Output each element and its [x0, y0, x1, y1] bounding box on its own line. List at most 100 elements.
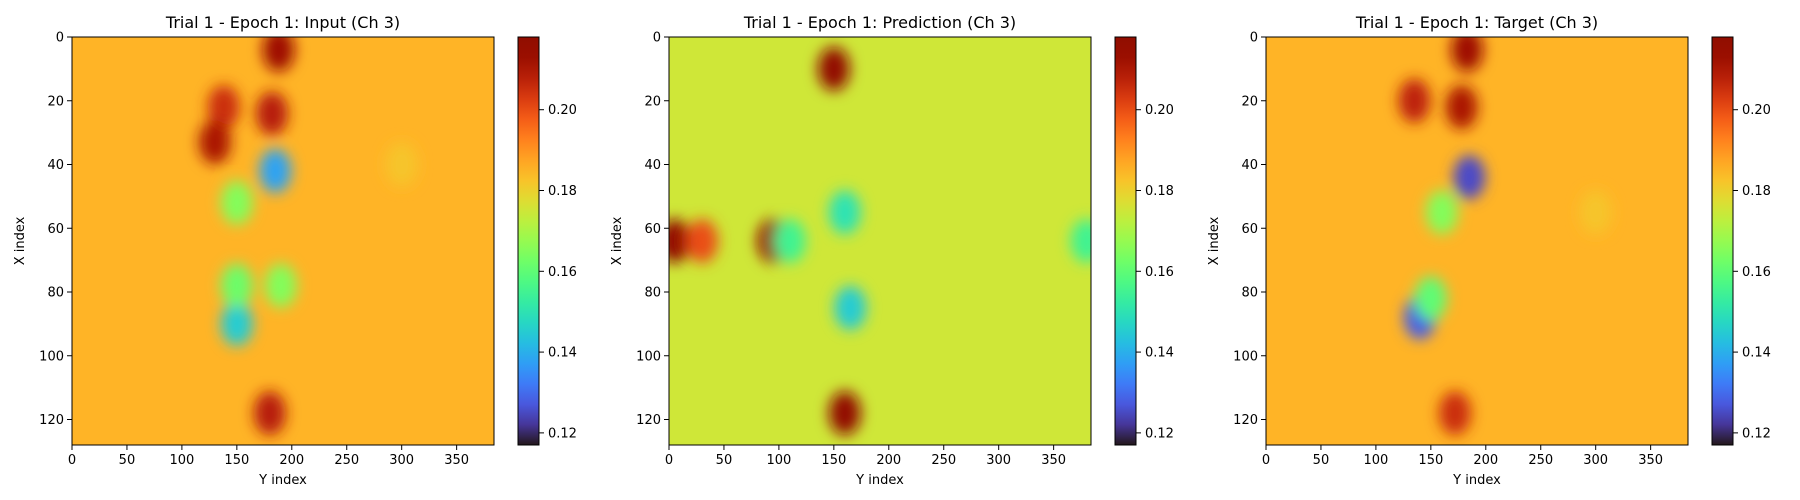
- heatmap-feature-4: [773, 219, 806, 263]
- x-tick-label: 250: [931, 453, 956, 468]
- colorbar-tick-label: 0.16: [1145, 265, 1174, 280]
- chart-title: Trial 1 - Epoch 1: Input (Ch 3): [165, 13, 400, 32]
- x-tick-label: 300: [1583, 453, 1608, 468]
- y-tick-label: 60: [644, 222, 661, 237]
- x-tick-label: 300: [389, 453, 414, 468]
- x-tick-label: 200: [876, 453, 901, 468]
- heatmap-feature-7: [220, 301, 253, 346]
- y-tick-label: 100: [39, 349, 64, 364]
- heatmap-feature-1: [669, 219, 691, 263]
- heatmap-feature-2: [1398, 78, 1431, 123]
- heatmap-feature-2: [685, 219, 718, 263]
- x-tick-label: 150: [821, 453, 846, 468]
- heatmap-background: [1266, 37, 1688, 445]
- heatmap-feature-8: [1439, 391, 1472, 436]
- y-tick-label: 20: [47, 94, 64, 109]
- x-tick-label: 150: [1418, 453, 1443, 468]
- heatmap-feature-4: [1453, 155, 1486, 200]
- colorbar-tick-label: 0.18: [548, 184, 577, 199]
- colorbar-tick-label: 0.14: [1742, 346, 1771, 361]
- colorbar-tick-label: 0.12: [1742, 426, 1771, 441]
- colorbar-tick-label: 0.20: [548, 103, 577, 118]
- colorbar-tick-label: 0.18: [1742, 184, 1771, 199]
- heatmap-feature-6: [828, 190, 861, 235]
- colorbar: [517, 36, 540, 446]
- x-axis-label: Y index: [258, 473, 307, 488]
- heatmap-feature-1: [1451, 37, 1484, 72]
- x-tick-label: 200: [279, 453, 304, 468]
- heatmap-feature-11: [385, 142, 418, 187]
- colorbar-tick-label: 0.20: [1742, 103, 1771, 118]
- heatmap-feature-8: [828, 391, 861, 436]
- heatmap-background: [669, 37, 1091, 445]
- x-axis-label: Y index: [855, 473, 904, 488]
- x-tick-label: 100: [169, 453, 194, 468]
- x-tick-label: 0: [68, 453, 76, 468]
- x-tick-label: 350: [1638, 453, 1663, 468]
- colorbar-tick-label: 0.16: [1742, 265, 1771, 280]
- y-tick-label: 100: [1233, 349, 1258, 364]
- heatmap-feature-4: [256, 91, 289, 136]
- chart-title: Trial 1 - Epoch 1: Target (Ch 3): [1355, 13, 1598, 32]
- y-tick-label: 80: [47, 286, 64, 301]
- colorbar-tick-label: 0.12: [1145, 426, 1174, 441]
- y-tick-label: 100: [636, 349, 661, 364]
- y-tick-label: 40: [1241, 158, 1258, 173]
- chart-title: Trial 1 - Epoch 1: Prediction (Ch 3): [743, 13, 1016, 32]
- heatmap-feature-10: [253, 391, 286, 436]
- colorbar-tick-label: 0.12: [548, 426, 577, 441]
- heatmap-feature-1: [262, 37, 295, 72]
- y-tick-label: 80: [644, 286, 661, 301]
- colorbar-tick-label: 0.14: [1145, 346, 1174, 361]
- x-tick-label: 100: [766, 453, 791, 468]
- y-tick-label: 120: [1233, 413, 1258, 428]
- chart-panel-1: Trial 1 - Epoch 1: Input (Ch 3) 0 50 100 150…: [13, 13, 577, 488]
- y-tick-label: 60: [47, 222, 64, 237]
- heatmap-feature-9: [1070, 219, 1091, 263]
- plot-frame: [668, 36, 1092, 446]
- y-tick-label: 40: [47, 158, 64, 173]
- heatmap-feature-9: [1579, 190, 1612, 235]
- colorbar-tick-label: 0.14: [548, 346, 577, 361]
- heatmap-feature-3: [198, 120, 231, 165]
- x-tick-label: 50: [119, 453, 136, 468]
- heatmap-feature-9: [264, 263, 297, 308]
- y-tick-label: 60: [1241, 222, 1258, 237]
- y-tick-label: 0: [56, 31, 64, 46]
- y-axis-label: X index: [13, 216, 28, 265]
- x-tick-label: 250: [334, 453, 359, 468]
- y-tick-label: 40: [644, 158, 661, 173]
- x-tick-label: 350: [1041, 453, 1066, 468]
- y-tick-label: 0: [1250, 31, 1258, 46]
- x-tick-label: 0: [1262, 453, 1270, 468]
- x-tick-label: 50: [716, 453, 733, 468]
- colorbar: [1114, 36, 1137, 446]
- colorbar-tick-label: 0.18: [1145, 184, 1174, 199]
- heatmap-feature-3: [1445, 85, 1478, 130]
- y-tick-label: 0: [653, 31, 661, 46]
- heatmap-feature-2: [207, 85, 240, 130]
- heatmap-feature-5: [817, 46, 850, 91]
- y-tick-label: 20: [644, 94, 661, 109]
- colorbar: [1711, 36, 1734, 446]
- heatmap-feature-5: [259, 148, 292, 193]
- heatmap-feature-7: [834, 285, 867, 330]
- chart-panel-2: Trial 1 - Epoch 1: Prediction (Ch 3) 0 50 1…: [610, 13, 1174, 488]
- plot-frame: [1265, 36, 1689, 446]
- x-tick-label: 0: [665, 453, 673, 468]
- x-tick-label: 200: [1473, 453, 1498, 468]
- y-axis-label: X index: [610, 216, 625, 265]
- x-axis-label: Y index: [1452, 473, 1501, 488]
- x-tick-label: 250: [1528, 453, 1553, 468]
- x-tick-label: 50: [1313, 453, 1330, 468]
- x-tick-label: 350: [444, 453, 469, 468]
- x-tick-label: 150: [224, 453, 249, 468]
- x-tick-label: 100: [1363, 453, 1388, 468]
- plot-frame: [71, 36, 495, 446]
- y-axis-label: X index: [1207, 216, 1222, 265]
- y-tick-label: 80: [1241, 286, 1258, 301]
- y-tick-label: 120: [636, 413, 661, 428]
- y-tick-label: 20: [1241, 94, 1258, 109]
- chart-panel-3: Trial 1 - Epoch 1: Target (Ch 3) 0 50 100 15…: [1207, 13, 1771, 488]
